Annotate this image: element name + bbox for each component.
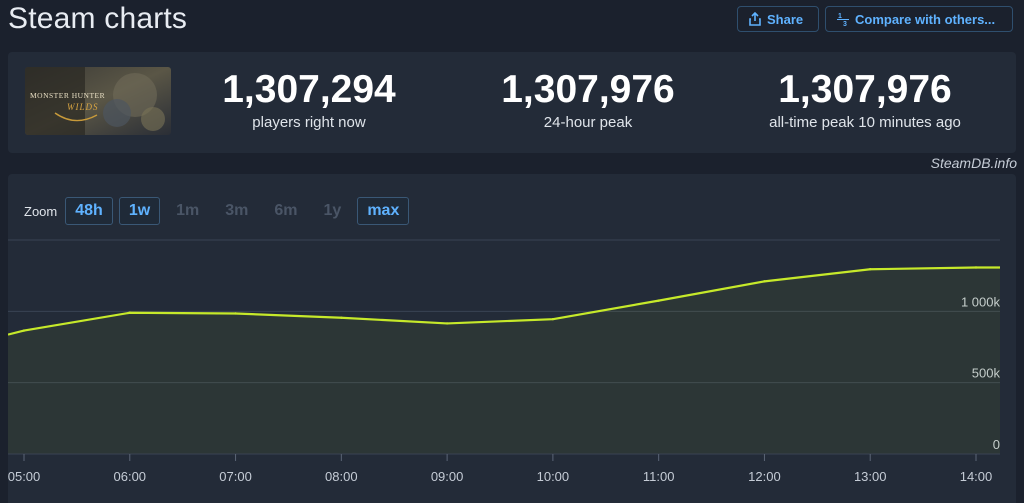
compare-button[interactable]: 1 3 Compare with others... [825, 6, 1013, 32]
x-tick-label: 13:00 [854, 469, 887, 484]
y-tick-label: 0 [993, 437, 1000, 452]
x-tick-label: 06:00 [114, 469, 147, 484]
data-point [445, 322, 449, 325]
x-tick-label: 08:00 [325, 469, 358, 484]
steamdb-credit[interactable]: SteamDB.info [930, 155, 1017, 171]
x-tick-label: 09:00 [431, 469, 464, 484]
x-tick-label: 12:00 [748, 469, 781, 484]
x-tick-label: 07:00 [219, 469, 252, 484]
data-point [657, 299, 660, 302]
data-point [763, 280, 766, 283]
game-logo-image: MONSTER HUNTER WILDS [25, 67, 171, 135]
zoom-1y-button[interactable]: 1y [323, 202, 342, 219]
svg-text:MONSTER HUNTER: MONSTER HUNTER [30, 91, 105, 100]
zoom-3m-button[interactable]: 3m [225, 202, 249, 219]
data-point [340, 316, 343, 319]
zoom-controls: Zoom 48h 1w 1m 3m 6m 1y max [24, 197, 410, 225]
series-line [8, 266, 1000, 336]
data-point [551, 317, 555, 321]
player-chart[interactable]: 0 500k 1 000k 05:00 06:00 07:00 08:00 09:00 10:0… [8, 174, 1016, 503]
zoom-1m-button[interactable]: 1m [176, 202, 200, 219]
chart-panel: 0 500k 1 000k 05:00 06:00 07:00 08:00 09:00 10:0… [8, 174, 1016, 503]
game-thumbnail[interactable]: MONSTER HUNTER WILDS [25, 67, 171, 135]
header-actions: Share 1 3 Compare with others... [737, 6, 1013, 32]
peak-24h-label: 24-hour peak [543, 114, 633, 131]
share-label: Share [767, 11, 804, 27]
share-icon [749, 12, 761, 26]
data-point [22, 329, 26, 332]
fraction-icon: 1 3 [837, 13, 849, 27]
area-fill [8, 267, 1000, 454]
x-tick-label: 11:00 [643, 469, 675, 484]
data-point [234, 312, 237, 315]
compare-label: Compare with others... [855, 11, 996, 27]
stats-bar: MONSTER HUNTER WILDS 1,307,294 players r… [8, 52, 1016, 153]
stat-current: 1,307,294 players right now [189, 68, 429, 132]
zoom-max-button[interactable]: max [357, 197, 410, 225]
svg-text:3: 3 [843, 21, 847, 27]
y-tick-label: 1 000k [961, 294, 1001, 309]
share-button[interactable]: Share [737, 6, 819, 32]
y-tick-label: 500k [972, 366, 1001, 381]
stat-all-time-peak: 1,307,976 all-time peak 10 minutes ago [745, 68, 985, 132]
zoom-1w-button[interactable]: 1w [118, 197, 161, 225]
all-time-peak-value: 1,307,976 [778, 68, 952, 111]
data-point [974, 266, 978, 269]
data-point [128, 311, 131, 314]
page-title: Steam charts [8, 2, 188, 35]
svg-text:WILDS: WILDS [67, 102, 99, 112]
zoom-48h-button[interactable]: 48h [65, 197, 113, 225]
stat-24h-peak: 1,307,976 24-hour peak [468, 68, 708, 132]
zoom-label: Zoom [24, 203, 58, 219]
x-tick-label: 14:00 [960, 469, 993, 484]
x-tick-label: 10:00 [537, 469, 570, 484]
all-time-peak-label: all-time peak 10 minutes ago [769, 114, 961, 131]
data-point [869, 268, 872, 271]
peak-24h-value: 1,307,976 [501, 68, 675, 111]
x-tick-label: 05:00 [8, 469, 40, 484]
current-players-value: 1,307,294 [222, 68, 396, 111]
svg-text:1: 1 [838, 13, 842, 20]
zoom-6m-button[interactable]: 6m [274, 202, 298, 219]
current-players-label: players right now [252, 114, 366, 131]
